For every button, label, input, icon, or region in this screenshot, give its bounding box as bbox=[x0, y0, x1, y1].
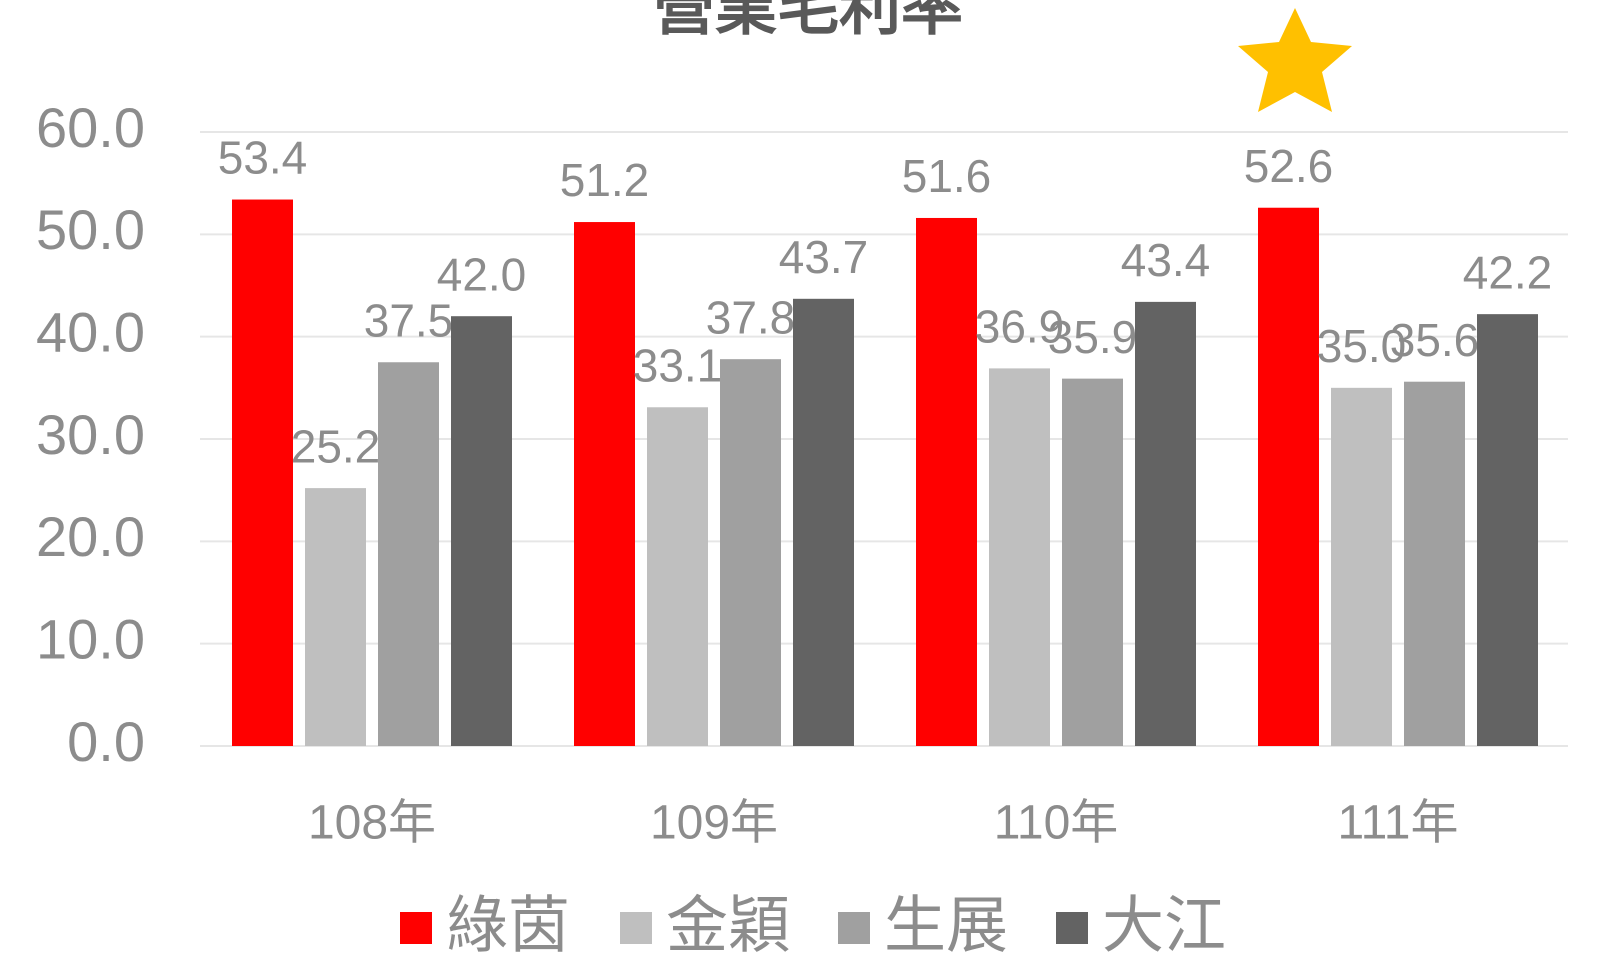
bar bbox=[647, 407, 708, 746]
bar bbox=[451, 316, 512, 746]
legend-label: 綠茵 bbox=[446, 891, 570, 960]
bar bbox=[1062, 378, 1123, 746]
value-label: 43.4 bbox=[1121, 234, 1211, 286]
value-label: 36.9 bbox=[975, 301, 1065, 353]
star-icon bbox=[1238, 8, 1352, 112]
bar bbox=[720, 359, 781, 746]
value-label: 52.6 bbox=[1244, 140, 1334, 192]
bar bbox=[378, 362, 439, 746]
value-label: 35.9 bbox=[1048, 311, 1138, 363]
value-label: 51.6 bbox=[902, 150, 992, 202]
value-label: 53.4 bbox=[218, 132, 308, 184]
y-tick-label: 30.0 bbox=[36, 403, 145, 466]
y-tick-label: 20.0 bbox=[36, 505, 145, 568]
value-label: 37.8 bbox=[706, 291, 796, 343]
bar bbox=[793, 298, 854, 746]
bar bbox=[989, 368, 1050, 746]
x-tick-label: 108年 bbox=[308, 797, 436, 850]
bar bbox=[1258, 207, 1319, 746]
value-label: 42.2 bbox=[1463, 246, 1553, 298]
bar bbox=[1331, 387, 1392, 746]
bar bbox=[232, 199, 293, 747]
value-label: 42.0 bbox=[437, 248, 527, 300]
bar bbox=[574, 222, 635, 746]
value-label: 37.5 bbox=[364, 294, 454, 346]
y-tick-label: 10.0 bbox=[36, 607, 145, 670]
legend-label: 大江 bbox=[1102, 891, 1226, 960]
legend-label: 金穎 bbox=[666, 891, 790, 960]
value-label: 35.0 bbox=[1317, 320, 1407, 372]
value-label: 33.1 bbox=[633, 339, 723, 391]
value-label: 35.6 bbox=[1390, 314, 1480, 366]
legend-swatch bbox=[1056, 912, 1088, 944]
legend-swatch bbox=[620, 912, 652, 944]
chart-title: 營業毛利率 bbox=[653, 0, 963, 42]
y-tick-label: 0.0 bbox=[67, 710, 145, 773]
legend-swatch bbox=[400, 912, 432, 944]
bar bbox=[1135, 301, 1196, 746]
y-tick-label: 40.0 bbox=[36, 300, 145, 363]
value-label: 51.2 bbox=[560, 154, 650, 206]
value-label: 25.2 bbox=[291, 420, 381, 472]
legend-swatch bbox=[838, 912, 870, 944]
bar bbox=[1404, 381, 1465, 746]
bar bbox=[916, 217, 977, 746]
x-tick-label: 110年 bbox=[994, 797, 1119, 850]
y-tick-label: 60.0 bbox=[36, 96, 145, 159]
legend-label: 生展 bbox=[884, 891, 1008, 960]
x-tick-label: 109年 bbox=[650, 797, 778, 850]
value-label: 43.7 bbox=[779, 231, 869, 283]
bar bbox=[1477, 314, 1538, 746]
x-tick-label: 111年 bbox=[1338, 797, 1459, 850]
y-tick-label: 50.0 bbox=[36, 198, 145, 261]
bar bbox=[305, 488, 366, 746]
